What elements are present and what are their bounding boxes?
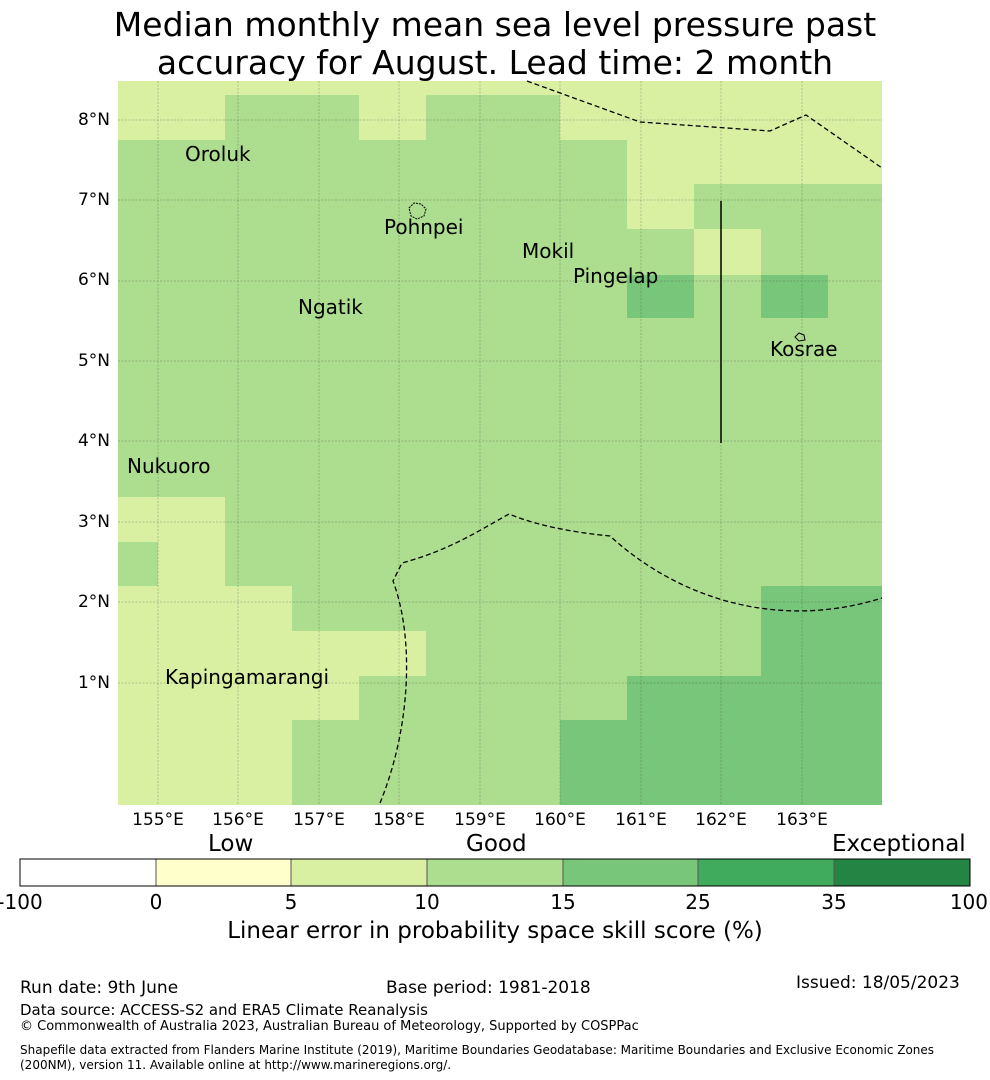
grid-cell-low: [694, 229, 761, 275]
graticule: [118, 81, 882, 805]
colorbar-bin-7: [834, 859, 970, 886]
lat-label-1n: 1°N: [77, 673, 110, 693]
colorbar-category-low: Low: [208, 831, 254, 857]
grid-cell-low: [426, 81, 560, 95]
lat-label-5n: 5°N: [77, 351, 110, 371]
lon-label-159e: 159°E: [454, 810, 506, 830]
grid-cell-low: [118, 497, 225, 542]
run-date: Run date: 9th June: [20, 978, 179, 998]
island-outlines: [408, 202, 806, 342]
colorbar-category-good: Good: [466, 831, 527, 857]
lat-label-6n: 6°N: [77, 270, 110, 290]
colorbar-tick: -100: [0, 890, 43, 914]
colorbar-tick: 100: [949, 890, 988, 914]
colorbar-tick: 35: [821, 890, 847, 914]
lat-label-8n: 8°N: [77, 110, 110, 130]
base-period: Base period: 1981-2018: [386, 978, 591, 998]
grid-cell-good-high: [627, 676, 882, 720]
colorbar-tick: 25: [685, 890, 711, 914]
colorbar-bin-6: [698, 859, 834, 886]
grid-cell-good-high: [761, 275, 828, 318]
place-label-kapingamarangi: Kapingamarangi: [165, 665, 330, 689]
place-label-nukuoro: Nukuoro: [127, 454, 211, 478]
lat-label-7n: 7°N: [77, 190, 110, 210]
colorbar-label: Linear error in probability space skill …: [227, 918, 763, 944]
kosrae-island: [794, 332, 806, 342]
chart-title: Median monthly mean sea level pressure p…: [0, 6, 990, 82]
lat-label-3n: 3°N: [77, 512, 110, 532]
lat-label-4n: 4°N: [77, 431, 110, 451]
grid-cell-low: [118, 631, 426, 676]
lat-label-2n: 2°N: [77, 592, 110, 612]
skill-grid: [118, 81, 882, 805]
pohnpei-island: [408, 202, 427, 220]
place-label-ngatik: Ngatik: [298, 295, 363, 319]
grid-cell-low: [118, 81, 225, 140]
grid-cell-good-high: [560, 720, 882, 805]
grid-cell-low: [627, 184, 694, 229]
place-label-oroluk: Oroluk: [185, 142, 251, 166]
place-label-kosrae: Kosrae: [770, 337, 838, 361]
place-label-mokil: Mokil: [522, 239, 575, 263]
place-label-pingelap: Pingelap: [573, 264, 659, 288]
grid-cell-low: [359, 81, 426, 140]
lon-label-161e: 161°E: [615, 810, 667, 830]
colorbar-tick: 15: [550, 890, 576, 914]
grid-cell-low: [627, 140, 882, 184]
lon-label-157e: 157°E: [293, 810, 345, 830]
eez-boundary-north: [526, 80, 883, 169]
colorbar-frame: [19, 858, 971, 887]
colorbar-bin-2: [156, 859, 291, 886]
grid-cell-low: [118, 720, 292, 805]
colorbar-bin-4: [427, 859, 563, 886]
lon-label-156e: 156°E: [212, 810, 264, 830]
colorbar-tick: 5: [284, 890, 298, 914]
colorbar-category-exceptional: Exceptional: [832, 831, 966, 857]
data-source: Data source: ACCESS-S2 and ERA5 Climate …: [20, 1001, 428, 1019]
lon-label-158e: 158°E: [373, 810, 425, 830]
shapefile-credit: Shapefile data extracted from Flanders M…: [20, 1043, 935, 1072]
colorbar-bin-3: [291, 859, 427, 886]
title-line-2: accuracy for August. Lead time: 2 month: [156, 43, 834, 82]
grid-cell-low: [225, 81, 359, 95]
colorbar-bin-1: [20, 859, 156, 886]
place-label-pohnpei: Pohnpei: [384, 215, 464, 239]
lon-label-160e: 160°E: [534, 810, 586, 830]
eez-boundary-south: [379, 513, 883, 804]
grid-cell-good-high: [627, 275, 694, 318]
issued-date: Issued: 18/05/2023: [796, 973, 960, 993]
eez-boundaries: [379, 80, 883, 804]
lon-label-155e: 155°E: [132, 810, 184, 830]
grid-cell-low: [118, 586, 292, 631]
copyright-notice: © Commonwealth of Australia 2023, Austra…: [20, 1019, 639, 1034]
colorbar: [19, 858, 971, 887]
lon-label-162e: 162°E: [695, 810, 747, 830]
colorbar-tick: 0: [149, 890, 163, 914]
grid-cell-low: [158, 542, 225, 586]
grid-cell-good-high: [761, 586, 882, 676]
lon-label-163e: 163°E: [776, 810, 828, 830]
title-line-1: Median monthly mean sea level pressure p…: [113, 5, 877, 44]
colorbar-bin-5: [563, 859, 698, 886]
colorbar-tick: 10: [414, 890, 440, 914]
